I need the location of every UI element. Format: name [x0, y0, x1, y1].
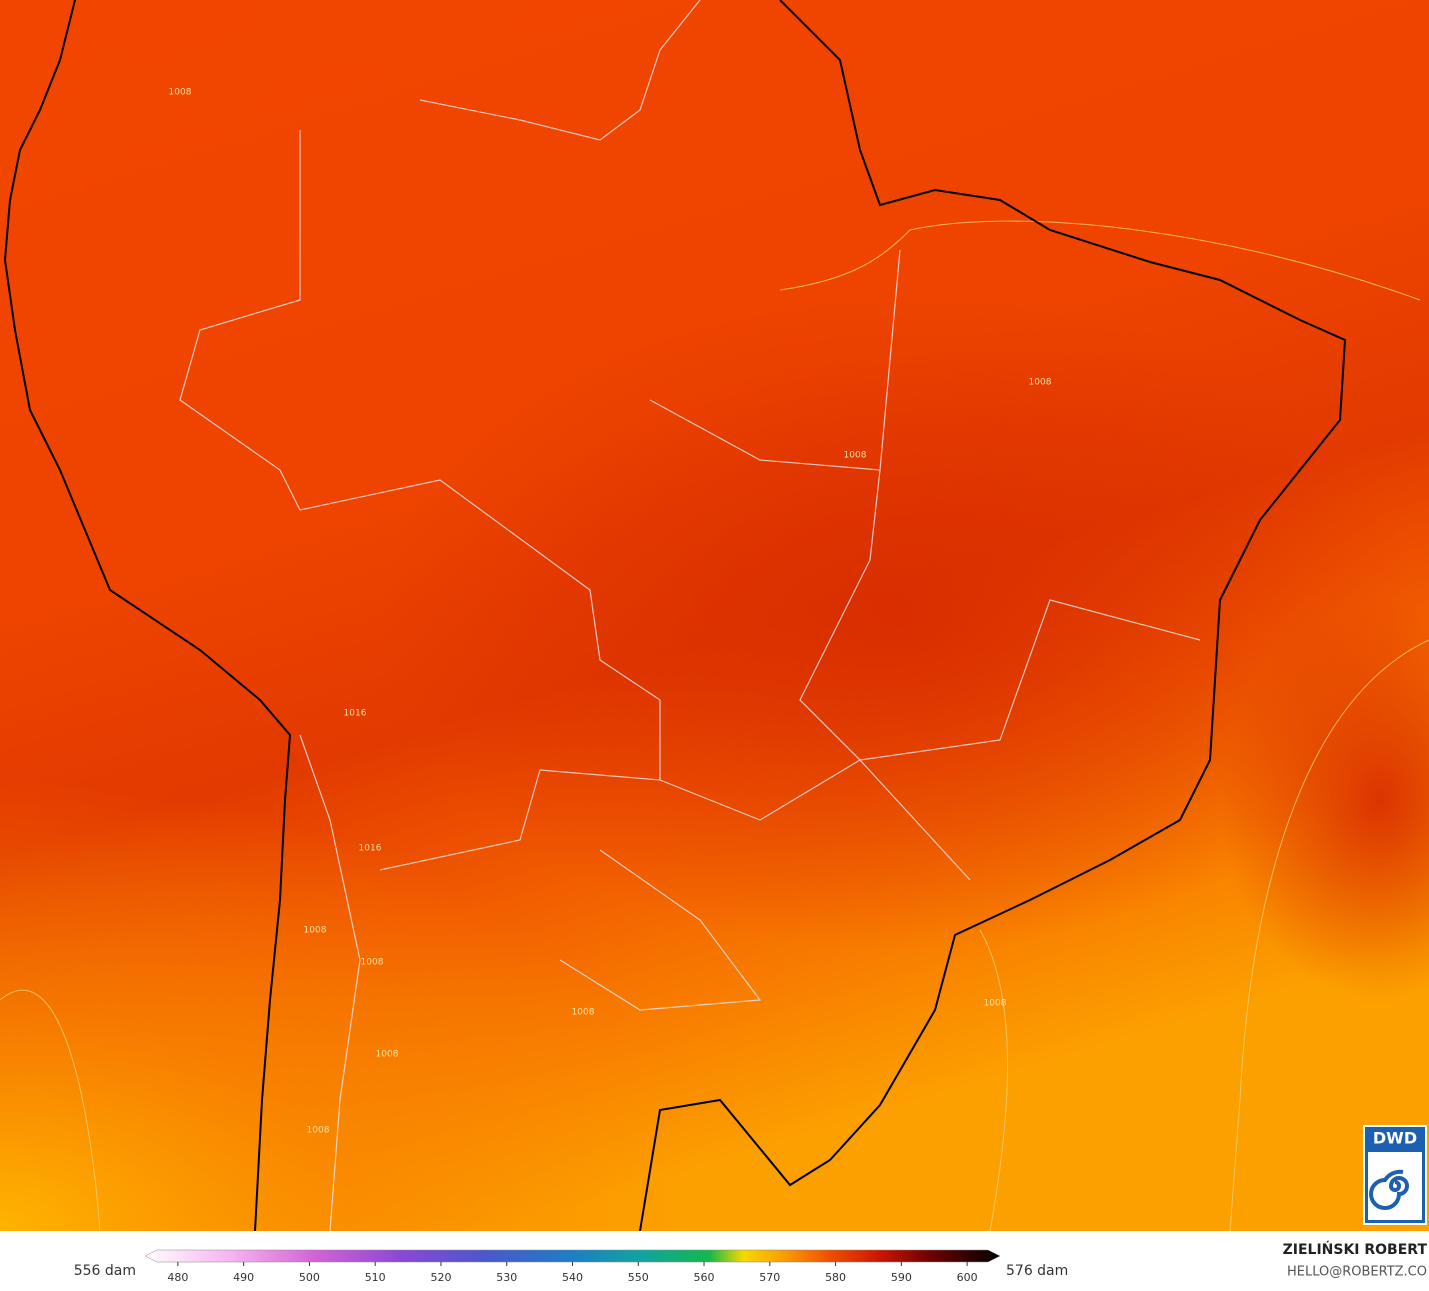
colorbar-tick-label: 500: [299, 1271, 320, 1284]
contour-label: 1008: [572, 1008, 595, 1018]
colorbar-tick-label: 510: [365, 1271, 386, 1284]
logo-swirl: [1369, 1169, 1409, 1210]
contour-label: 1008: [169, 88, 192, 98]
colorbar: [144, 1249, 1001, 1263]
colorbar-tick-label: 580: [825, 1271, 846, 1284]
colorbar-left-label: 556 dam: [74, 1263, 136, 1279]
colorbar-tick-label: 600: [957, 1271, 978, 1284]
field-low: [0, 780, 700, 1231]
credit-name: ZIELIŃSKI ROBERT: [1283, 1240, 1428, 1258]
contour-label: 1008: [304, 926, 327, 936]
contour-label: 1016: [344, 709, 367, 719]
colorbar-tick-label: 590: [891, 1271, 912, 1284]
isobars: [0, 220, 1429, 1232]
colorbar-tick-label: 540: [562, 1271, 583, 1284]
coastline: [3, 0, 1347, 1232]
colorbar-tick-label: 530: [496, 1271, 517, 1284]
colorbar-tick-label: 570: [759, 1271, 780, 1284]
colorbar-tick-label: 560: [694, 1271, 715, 1284]
field-high: [1220, 600, 1429, 1000]
contour-label: 1008: [984, 999, 1007, 1009]
contour-label: 1008: [361, 958, 384, 968]
logo-panel: [1368, 1152, 1422, 1220]
contour-label: 1016: [359, 844, 382, 854]
colorbar-right-label: 576 dam: [1006, 1263, 1068, 1279]
contour-label: 1008: [844, 451, 867, 461]
contour-label: 1008: [376, 1050, 399, 1060]
colorbar-tick-label: 550: [628, 1271, 649, 1284]
credit-email: HELLO@ROBERTZ.CO: [1287, 1265, 1427, 1280]
colorbar-tick-label: 480: [167, 1271, 188, 1284]
borders: [179, 0, 1201, 1232]
colorbar-tick-label: 520: [430, 1271, 451, 1284]
contour-label: 1008: [1029, 378, 1052, 388]
logo-text: DWD: [1373, 1129, 1417, 1148]
contour-label: 1008: [307, 1126, 330, 1136]
colorbar-tick-label: 490: [233, 1271, 254, 1284]
